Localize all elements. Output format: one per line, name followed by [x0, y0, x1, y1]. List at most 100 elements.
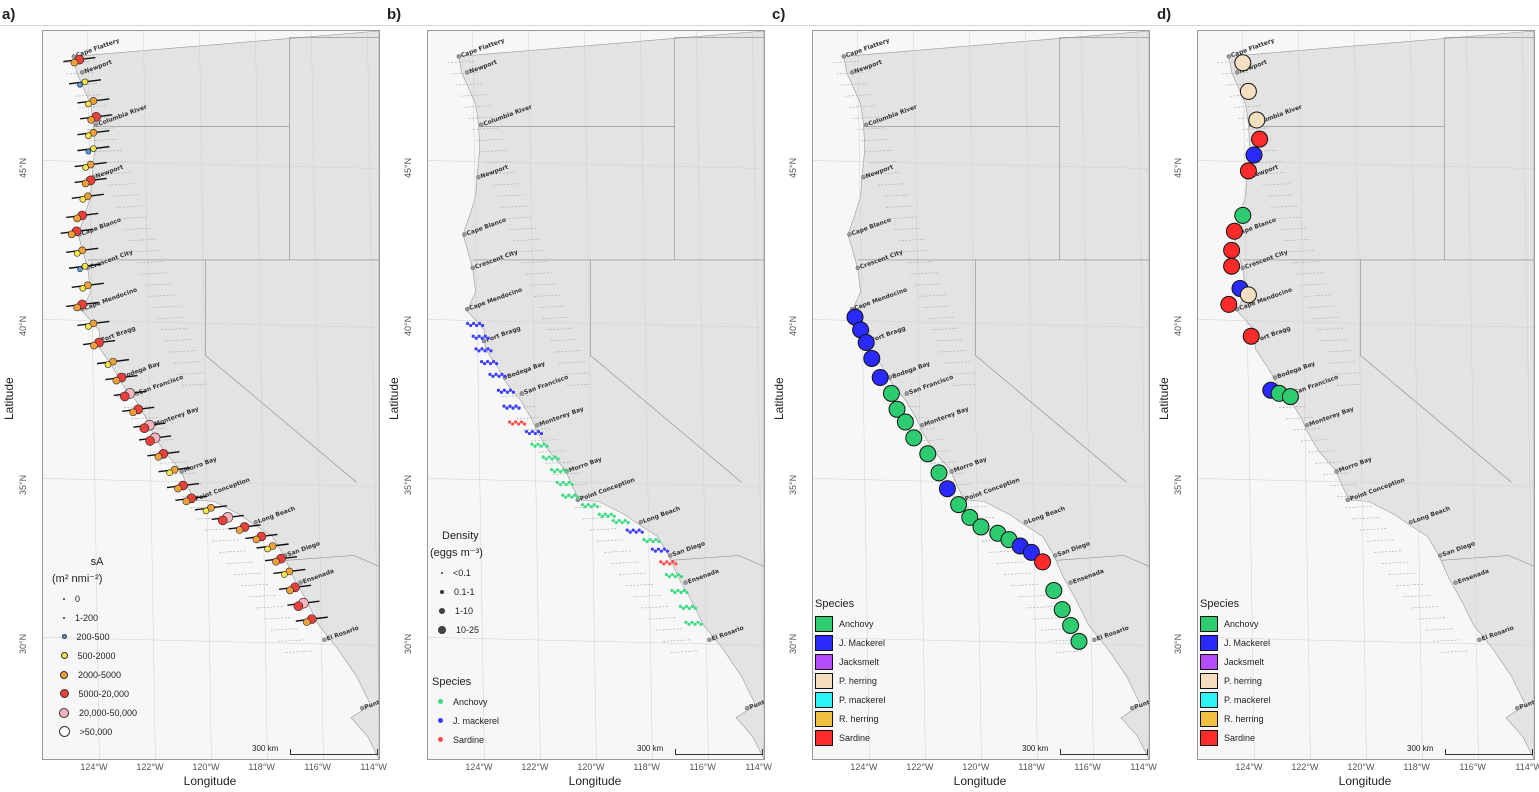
egg-sample-point	[530, 429, 534, 434]
graticule-lon	[143, 31, 156, 759]
transect-line	[144, 283, 173, 286]
transect-line	[165, 339, 194, 342]
legend-swatch	[61, 634, 67, 639]
graticule-lat	[813, 319, 1149, 328]
backscatter-point	[83, 281, 92, 290]
egg-sample-point	[486, 360, 490, 364]
transect-line	[1312, 316, 1341, 320]
egg-sample-point	[650, 547, 654, 551]
egg-sample-point	[480, 336, 484, 340]
legend-title: Density	[442, 530, 479, 542]
egg-sample-point	[544, 457, 548, 461]
place-marker	[919, 423, 925, 428]
lon-tick-label: 124°W	[1235, 762, 1263, 772]
graticule-lon	[1298, 31, 1311, 759]
legend-swatch	[815, 615, 833, 632]
transect-line	[1308, 450, 1337, 453]
transect-line	[939, 350, 968, 353]
place-marker	[322, 637, 327, 642]
lon-tick-label: 116°W	[689, 762, 716, 772]
trawl-catch-pie	[1245, 146, 1263, 164]
legend-swatch	[1200, 634, 1218, 651]
egg-sample-point	[620, 520, 624, 525]
egg-sample-point	[511, 422, 515, 426]
transect-line	[641, 606, 670, 609]
egg-sample-point	[648, 538, 652, 542]
graticule-lon	[1025, 31, 1038, 759]
backscatter-point	[293, 601, 304, 612]
egg-sample-point	[486, 336, 490, 340]
egg-sample-point	[673, 575, 677, 579]
lat-tick-label: 45°N	[403, 157, 413, 178]
legend-label: 0	[75, 593, 81, 604]
transect-line	[538, 305, 567, 308]
egg-sample-point	[496, 388, 500, 392]
transect-line	[902, 250, 931, 253]
backscatter-point	[89, 128, 98, 137]
transect-line	[1322, 472, 1351, 475]
place-marker	[861, 175, 866, 180]
transect-line	[1271, 205, 1300, 208]
backscatter-point	[202, 507, 210, 515]
transect-line	[1300, 439, 1329, 442]
transect-line	[1425, 628, 1454, 631]
egg-sample-point	[511, 406, 515, 410]
egg-sample-point	[583, 505, 587, 509]
transect-line	[509, 227, 538, 231]
graticule-lon	[584, 31, 597, 759]
transect-line	[136, 261, 165, 264]
egg-sample-point	[497, 374, 501, 378]
egg-sample-point	[505, 406, 509, 410]
transect-line	[1324, 350, 1353, 353]
graticule-lat	[813, 478, 1149, 487]
egg-sample-point	[612, 514, 616, 518]
transect-line	[1320, 339, 1349, 342]
legend-label: Sardine	[453, 734, 485, 745]
backscatter-point	[85, 148, 92, 155]
transect-line	[1266, 194, 1296, 197]
egg-sample-point	[664, 573, 668, 577]
transect-line	[160, 461, 189, 464]
egg-sample-point	[592, 503, 596, 507]
trawl-catch-pie	[1062, 616, 1080, 634]
transect-line	[248, 594, 277, 598]
lon-tick-label: 122°W	[906, 762, 934, 772]
place-marker	[465, 70, 470, 75]
egg-sample-point	[542, 442, 546, 446]
place-marker	[1226, 54, 1231, 59]
egg-sample-point	[533, 431, 537, 436]
egg-sample-point	[561, 493, 565, 497]
legend-label: 1-10	[455, 605, 474, 616]
legend-swatch	[60, 670, 68, 679]
legend-swatch	[63, 597, 65, 600]
y-axis-label: Latitude	[2, 377, 16, 420]
place-marker	[479, 122, 484, 127]
transect-line	[492, 183, 521, 186]
legend-item: J. mackerel	[432, 711, 499, 730]
egg-sample-point	[550, 457, 554, 461]
backscatter-point	[85, 132, 92, 140]
place-marker	[1408, 519, 1414, 525]
egg-sample-point	[667, 575, 671, 579]
trawl-catch-pie	[905, 429, 923, 447]
legend-swatch	[1200, 672, 1218, 689]
egg-sample-point	[481, 323, 485, 328]
trawl-catch-pie	[1234, 54, 1252, 72]
egg-sample-point	[597, 512, 601, 516]
legend-label: Sardine	[839, 732, 871, 743]
place-marker	[850, 70, 855, 75]
lon-tick-label: 120°W	[1347, 762, 1375, 772]
egg-sample-point	[665, 549, 669, 553]
egg-sample-point	[474, 336, 478, 340]
transect-line	[1315, 461, 1344, 464]
transect-line	[241, 583, 270, 587]
transect-line	[447, 60, 476, 64]
graticule-lat	[43, 637, 379, 646]
state-border	[975, 259, 1127, 483]
graticule-lon	[1466, 31, 1479, 759]
legend-item: P. mackerel	[1200, 690, 1270, 709]
lon-tick-label: 122°W	[521, 762, 549, 772]
transect-line	[1279, 227, 1308, 231]
